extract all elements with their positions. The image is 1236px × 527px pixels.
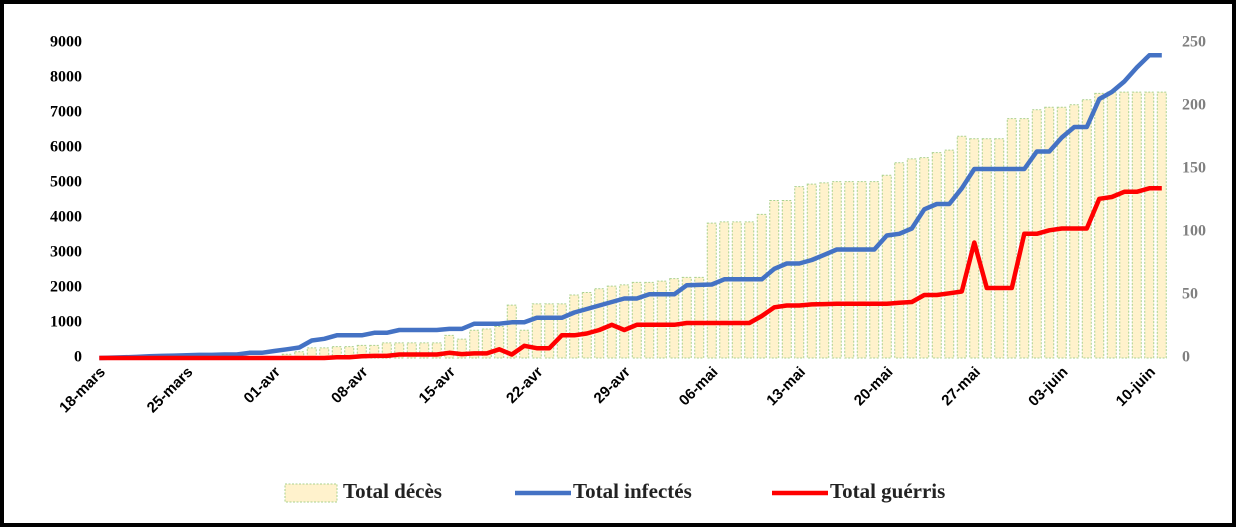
bar <box>744 221 755 359</box>
bar <box>994 138 1005 359</box>
bar <box>1131 91 1142 359</box>
bar <box>1094 92 1105 359</box>
bar <box>569 294 580 359</box>
bar <box>619 284 630 359</box>
legend-label: Total guérris <box>830 479 945 503</box>
y2-tick-label: 0 <box>1182 349 1190 366</box>
y-tick-label: 1000 <box>50 314 82 331</box>
bar <box>831 181 842 359</box>
bar <box>681 276 692 359</box>
bar <box>944 149 955 359</box>
y2-tick-label: 250 <box>1182 34 1206 51</box>
y-tick-label: 2000 <box>50 279 82 296</box>
bar <box>1119 91 1130 359</box>
bar <box>556 303 567 359</box>
bar <box>856 181 867 359</box>
bar <box>444 334 455 359</box>
y2-tick-label: 200 <box>1182 97 1206 114</box>
bar <box>669 278 680 359</box>
bar <box>406 342 417 359</box>
legend-swatch <box>284 483 338 503</box>
bar <box>456 338 467 359</box>
bar <box>1156 91 1167 359</box>
legend-label: Total infectés <box>573 479 692 503</box>
y2-tick-label: 100 <box>1182 223 1206 240</box>
bar <box>544 303 555 359</box>
bar <box>706 222 717 359</box>
legend-label: Total décès <box>343 479 442 503</box>
y2-tick-label: 150 <box>1182 160 1206 177</box>
bar <box>481 328 492 359</box>
line <box>99 53 1162 361</box>
bar <box>531 303 542 359</box>
bar <box>419 342 430 359</box>
bar <box>1006 118 1017 359</box>
bar <box>1106 91 1117 359</box>
y-tick-label: 0 <box>74 349 82 366</box>
bar <box>769 200 780 359</box>
bar <box>719 221 730 359</box>
bar <box>594 288 605 359</box>
bar <box>694 276 705 359</box>
y2-tick-label: 50 <box>1182 286 1198 303</box>
bar <box>1069 104 1080 359</box>
bar <box>931 152 942 359</box>
bar <box>656 280 667 359</box>
bar <box>631 281 642 359</box>
bar <box>756 213 767 359</box>
bar <box>1056 106 1067 359</box>
bar <box>981 138 992 359</box>
bar <box>581 291 592 359</box>
y-tick-label: 9000 <box>50 34 82 51</box>
bar <box>819 182 830 359</box>
bar <box>506 304 517 359</box>
bar <box>319 347 330 359</box>
bar <box>306 347 317 359</box>
bar <box>606 285 617 359</box>
bar <box>494 326 505 359</box>
bar <box>806 183 817 359</box>
y-tick-label: 4000 <box>50 209 82 226</box>
y-tick-label: 5000 <box>50 174 82 191</box>
bar <box>906 158 917 359</box>
line <box>99 186 1162 361</box>
bar <box>844 181 855 359</box>
bar <box>394 342 405 359</box>
bar <box>919 157 930 359</box>
bar <box>731 221 742 359</box>
bar <box>781 200 792 359</box>
bar <box>431 342 442 359</box>
bar <box>794 186 805 359</box>
bar <box>881 174 892 359</box>
y-tick-label: 3000 <box>50 244 82 261</box>
bar <box>294 351 305 359</box>
y-tick-label: 8000 <box>50 69 82 86</box>
bar <box>956 135 967 359</box>
bar <box>644 281 655 359</box>
bar <box>469 329 480 359</box>
bar <box>869 181 880 359</box>
bar <box>1144 91 1155 359</box>
y-tick-label: 6000 <box>50 139 82 156</box>
bar <box>894 162 905 359</box>
y-tick-label: 7000 <box>50 104 82 121</box>
